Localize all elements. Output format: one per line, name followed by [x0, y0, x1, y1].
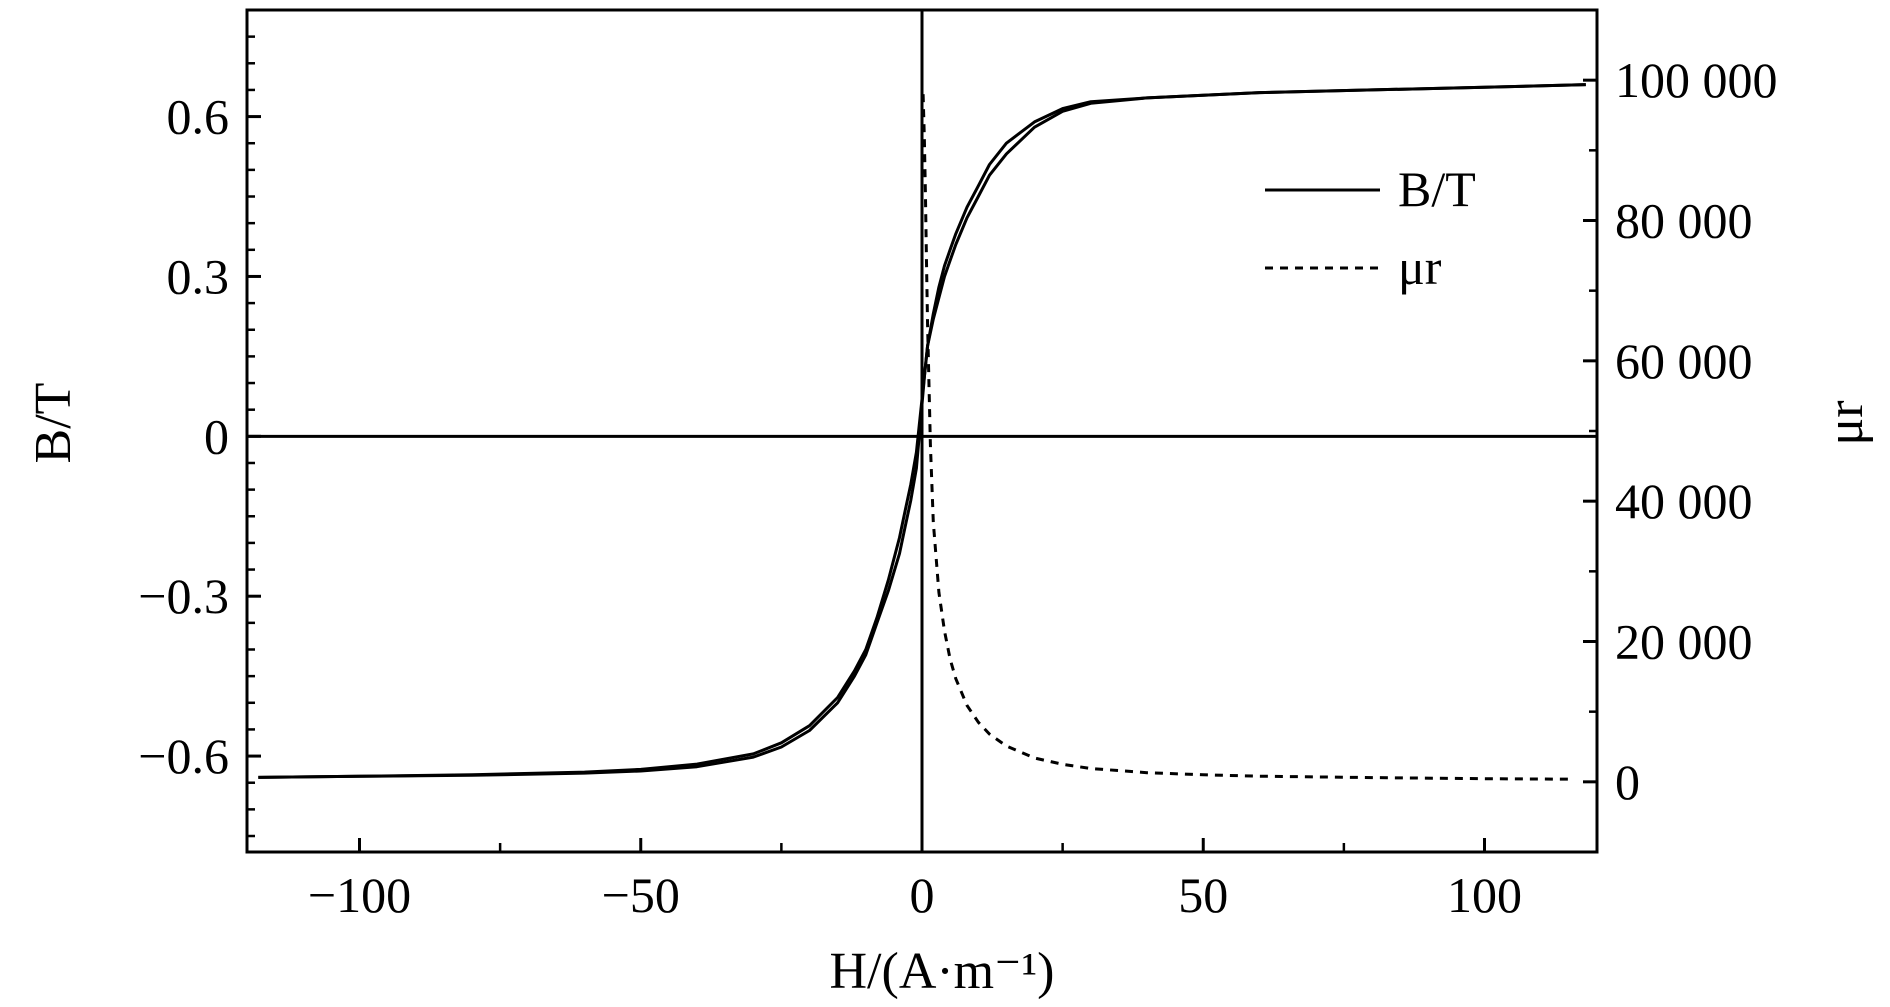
y2-tick-label: 40 000 — [1615, 473, 1753, 529]
y-tick-label: −0.6 — [138, 728, 229, 784]
y2-tick-label: 0 — [1615, 754, 1640, 810]
x-axis-ticks: −100 −50 0 50 100 — [308, 838, 1522, 923]
series-layer — [258, 83, 1586, 781]
series-b-line-descending — [258, 83, 1586, 779]
y2-tick-label: 100 000 — [1615, 52, 1778, 108]
y-tick-label: 0.3 — [167, 248, 230, 304]
x-tick-label: 0 — [910, 867, 935, 923]
x-tick-label: −50 — [602, 867, 680, 923]
y2-axis-title: μr — [1817, 400, 1874, 445]
y2-tick-label: 60 000 — [1615, 333, 1753, 389]
y-axis-ticks: −0.6 −0.3 0 0.3 0.6 — [138, 35, 261, 838]
y2-axis-ticks: 0 20 000 40 000 60 000 80 000 100 000 — [1583, 8, 1778, 854]
legend: B/T μr — [1265, 161, 1476, 295]
y-tick-label: 0 — [204, 408, 229, 464]
y2-tick-label: 20 000 — [1615, 614, 1753, 670]
x-tick-label: 50 — [1178, 867, 1228, 923]
x-tick-label: 100 — [1447, 867, 1522, 923]
zero-lines — [247, 10, 1597, 852]
legend-label-b: B/T — [1398, 161, 1476, 217]
legend-label-mu: μr — [1398, 239, 1442, 295]
y2-tick-label: 80 000 — [1615, 193, 1753, 249]
y-axis-title: B/T — [25, 383, 82, 464]
x-tick-label: −100 — [308, 867, 411, 923]
x-axis-title: H/(A·m⁻¹) — [830, 943, 1055, 1000]
y-tick-label: −0.3 — [138, 568, 229, 624]
y-tick-label: 0.6 — [167, 89, 230, 145]
